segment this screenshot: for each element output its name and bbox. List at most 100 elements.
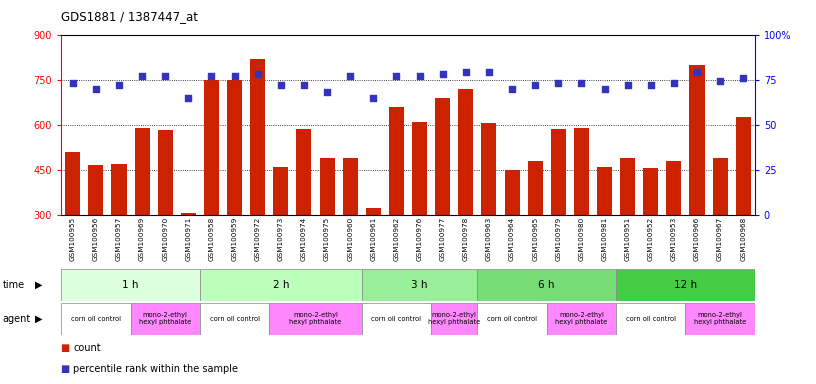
Text: corn oil control: corn oil control bbox=[626, 316, 676, 322]
Point bbox=[713, 78, 726, 84]
Point bbox=[321, 89, 334, 95]
Text: GSM100965: GSM100965 bbox=[532, 217, 539, 261]
Point bbox=[505, 86, 518, 92]
Point bbox=[135, 73, 149, 79]
Bar bbox=[112, 164, 126, 215]
Text: corn oil control: corn oil control bbox=[71, 316, 121, 322]
Text: GSM100969: GSM100969 bbox=[139, 217, 145, 261]
Bar bbox=[61, 303, 131, 335]
Text: GSM100958: GSM100958 bbox=[208, 217, 215, 261]
Text: 2 h: 2 h bbox=[273, 280, 289, 290]
Bar bbox=[481, 123, 496, 215]
Point bbox=[436, 71, 449, 77]
Text: mono-2-ethyl
hexyl phthalate: mono-2-ethyl hexyl phthalate bbox=[139, 313, 192, 325]
Text: GSM100959: GSM100959 bbox=[232, 217, 237, 261]
Bar bbox=[412, 122, 427, 215]
Text: GSM100956: GSM100956 bbox=[93, 217, 99, 261]
Point bbox=[182, 95, 195, 101]
Bar bbox=[227, 80, 242, 215]
Text: GSM100973: GSM100973 bbox=[277, 217, 284, 261]
Text: GSM100978: GSM100978 bbox=[463, 217, 469, 261]
Text: time: time bbox=[2, 280, 24, 290]
Text: GSM100975: GSM100975 bbox=[324, 217, 330, 261]
Bar bbox=[551, 129, 565, 215]
Bar bbox=[574, 128, 589, 215]
Bar bbox=[685, 303, 755, 335]
Text: mono-2-ethyl
hexyl phthalate: mono-2-ethyl hexyl phthalate bbox=[290, 313, 342, 325]
Point bbox=[66, 80, 79, 86]
Text: GSM100957: GSM100957 bbox=[116, 217, 122, 261]
Text: GSM100976: GSM100976 bbox=[416, 217, 423, 261]
Bar bbox=[736, 117, 751, 215]
Text: ■: ■ bbox=[61, 364, 73, 374]
Bar bbox=[528, 161, 543, 215]
Point bbox=[205, 73, 218, 79]
Text: mono-2-ethyl
hexyl phthalate: mono-2-ethyl hexyl phthalate bbox=[555, 313, 608, 325]
Bar bbox=[88, 164, 104, 215]
Text: GSM100966: GSM100966 bbox=[694, 217, 700, 261]
Bar bbox=[477, 269, 616, 301]
Point bbox=[737, 75, 750, 81]
Point bbox=[228, 73, 241, 79]
Text: GSM100961: GSM100961 bbox=[370, 217, 376, 261]
Bar bbox=[431, 303, 477, 335]
Point bbox=[459, 70, 472, 76]
Text: agent: agent bbox=[2, 314, 31, 324]
Point bbox=[552, 80, 565, 86]
Text: GSM100977: GSM100977 bbox=[440, 217, 446, 261]
Bar bbox=[435, 98, 450, 215]
Bar bbox=[459, 89, 473, 215]
Bar bbox=[690, 65, 704, 215]
Point bbox=[390, 73, 403, 79]
Text: mono-2-ethyl
hexyl phthalate: mono-2-ethyl hexyl phthalate bbox=[428, 313, 481, 325]
Text: GSM100968: GSM100968 bbox=[740, 217, 747, 261]
Text: GSM100979: GSM100979 bbox=[555, 217, 561, 261]
Text: GSM100971: GSM100971 bbox=[185, 217, 192, 261]
Point bbox=[89, 86, 102, 92]
Text: GSM100955: GSM100955 bbox=[69, 217, 76, 261]
Point bbox=[621, 82, 634, 88]
Bar bbox=[504, 170, 520, 215]
Text: 1 h: 1 h bbox=[122, 280, 139, 290]
Bar bbox=[343, 158, 357, 215]
Text: GSM100981: GSM100981 bbox=[601, 217, 608, 261]
Text: GSM100963: GSM100963 bbox=[486, 217, 492, 261]
Bar bbox=[712, 158, 728, 215]
Text: GSM100953: GSM100953 bbox=[671, 217, 677, 261]
Text: percentile rank within the sample: percentile rank within the sample bbox=[73, 364, 238, 374]
Bar bbox=[181, 213, 196, 215]
Point bbox=[113, 82, 126, 88]
Bar bbox=[273, 167, 288, 215]
Point bbox=[574, 80, 588, 86]
Bar bbox=[65, 152, 80, 215]
Point bbox=[529, 82, 542, 88]
Bar bbox=[616, 269, 755, 301]
Text: mono-2-ethyl
hexyl phthalate: mono-2-ethyl hexyl phthalate bbox=[694, 313, 747, 325]
Bar bbox=[157, 130, 173, 215]
Text: corn oil control: corn oil control bbox=[487, 316, 537, 322]
Point bbox=[413, 73, 426, 79]
Text: corn oil control: corn oil control bbox=[210, 316, 259, 322]
Bar bbox=[616, 303, 685, 335]
Text: ▶: ▶ bbox=[35, 280, 43, 290]
Point bbox=[690, 70, 703, 76]
Text: GSM100962: GSM100962 bbox=[393, 217, 400, 261]
Point bbox=[366, 95, 379, 101]
Bar bbox=[320, 158, 335, 215]
Bar bbox=[296, 129, 312, 215]
Bar bbox=[269, 303, 361, 335]
Bar bbox=[597, 167, 612, 215]
Text: GSM100967: GSM100967 bbox=[717, 217, 723, 261]
Text: GSM100952: GSM100952 bbox=[648, 217, 654, 261]
Bar bbox=[361, 269, 477, 301]
Text: GSM100970: GSM100970 bbox=[162, 217, 168, 261]
Text: 12 h: 12 h bbox=[674, 280, 697, 290]
Text: GSM100972: GSM100972 bbox=[255, 217, 261, 261]
Bar bbox=[477, 303, 547, 335]
Bar bbox=[643, 169, 659, 215]
Bar bbox=[204, 80, 219, 215]
Bar bbox=[547, 303, 616, 335]
Text: 6 h: 6 h bbox=[539, 280, 555, 290]
Text: GSM100960: GSM100960 bbox=[347, 217, 353, 261]
Bar bbox=[620, 158, 635, 215]
